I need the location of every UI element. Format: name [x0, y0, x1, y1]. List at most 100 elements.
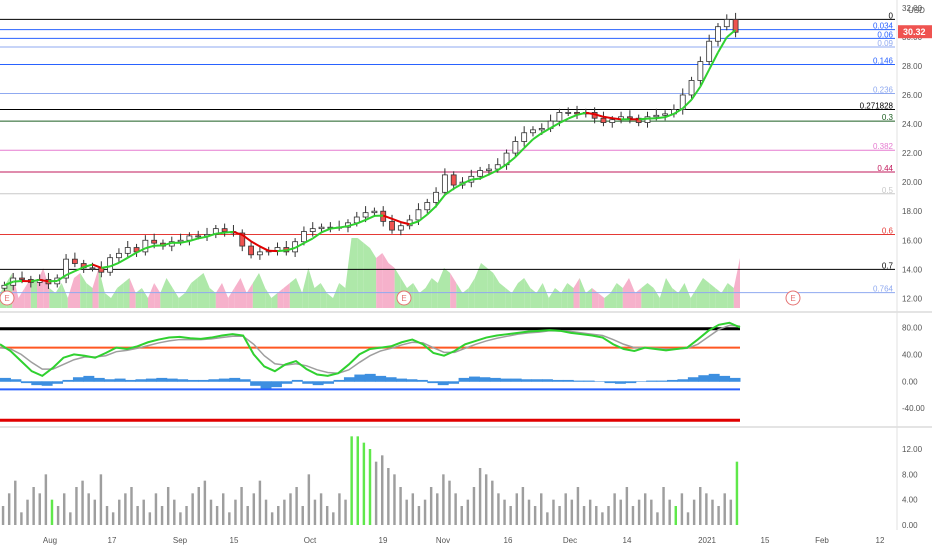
- candle[interactable]: [274, 242, 281, 256]
- price-tick-label: 24.00: [902, 120, 923, 129]
- candle[interactable]: [116, 248, 122, 263]
- volume-bar: [44, 474, 48, 525]
- histogram-bar: [677, 379, 689, 382]
- candle[interactable]: [626, 110, 633, 124]
- candle[interactable]: [371, 207, 378, 217]
- volume-tick-label: 12.00: [902, 445, 923, 454]
- volume-bar: [246, 506, 249, 525]
- histogram-bar: [698, 375, 710, 382]
- candle[interactable]: [635, 114, 642, 127]
- volume-bar: [154, 493, 158, 525]
- volume-area-segment: [49, 288, 56, 308]
- candle[interactable]: [424, 198, 431, 214]
- volume-bar: [264, 499, 268, 525]
- volume-area-segment: [74, 273, 81, 308]
- volume-bar: [460, 506, 463, 525]
- volume-area-segment: [530, 288, 537, 308]
- candle[interactable]: [336, 220, 343, 231]
- histogram-bar: [614, 381, 626, 384]
- candle[interactable]: [133, 243, 140, 257]
- candle[interactable]: [433, 187, 439, 208]
- volume-bar: [387, 468, 390, 525]
- candle[interactable]: [248, 240, 254, 259]
- volume-bar: [448, 480, 451, 525]
- histogram-bar: [20, 381, 32, 384]
- volume-area-segment: [721, 283, 728, 308]
- candle[interactable]: [521, 126, 528, 147]
- candle[interactable]: [600, 111, 607, 127]
- candle[interactable]: [142, 235, 149, 256]
- volume-bar: [625, 487, 629, 525]
- volume-area-segment: [635, 288, 642, 308]
- ma-segment: [471, 177, 481, 181]
- candle[interactable]: [715, 23, 721, 47]
- volume-area-segment: [561, 283, 568, 308]
- candle[interactable]: [221, 223, 228, 237]
- histogram-bar: [406, 379, 418, 382]
- candle[interactable]: [450, 171, 457, 191]
- earnings-marker[interactable]: E: [785, 290, 801, 306]
- candle[interactable]: [688, 76, 695, 99]
- volume-area-segment: [252, 273, 259, 308]
- volume-pane[interactable]: 12.00 8.00 4.00 0.00: [1, 436, 923, 530]
- candle[interactable]: [397, 222, 404, 236]
- histogram-bar: [187, 379, 199, 382]
- candle-body: [142, 239, 149, 253]
- volume-area-segment: [382, 253, 389, 308]
- price-tick-label: 26.00: [902, 91, 923, 100]
- candle[interactable]: [512, 136, 519, 157]
- candle[interactable]: [124, 240, 131, 257]
- candle[interactable]: [574, 105, 580, 119]
- histogram-bar: [531, 379, 543, 382]
- candle[interactable]: [309, 222, 316, 237]
- volume-bar: [105, 506, 109, 525]
- candle[interactable]: [283, 240, 290, 256]
- candle[interactable]: [406, 214, 413, 230]
- candle[interactable]: [503, 149, 510, 170]
- candle[interactable]: [327, 222, 334, 233]
- candle[interactable]: [89, 262, 96, 272]
- volume-area-segment: [444, 268, 451, 308]
- histogram-bar: [729, 377, 741, 382]
- candle[interactable]: [732, 12, 739, 38]
- earnings-marker[interactable]: E: [0, 290, 15, 306]
- volume-area-segment: [246, 283, 253, 308]
- candle[interactable]: [706, 34, 713, 66]
- candle[interactable]: [239, 229, 246, 252]
- volume-area-segment: [474, 263, 481, 308]
- candle-body: [521, 132, 528, 142]
- time-tick-label: 15: [230, 536, 239, 545]
- candle[interactable]: [441, 168, 448, 196]
- histogram-bar: [72, 377, 84, 382]
- candle[interactable]: [63, 254, 69, 284]
- ma-segment: [330, 226, 340, 230]
- candle[interactable]: [565, 107, 572, 117]
- price-tick-label: 32.00: [902, 4, 923, 13]
- candle[interactable]: [530, 126, 536, 137]
- candle[interactable]: [318, 223, 325, 233]
- ma-segment: [594, 113, 604, 118]
- candle[interactable]: [697, 56, 704, 86]
- volume-bar: [582, 506, 586, 525]
- volume-bar: [692, 499, 696, 525]
- volume-bar: [313, 499, 317, 525]
- ma-segment: [286, 246, 296, 252]
- candle[interactable]: [71, 252, 78, 268]
- candle[interactable]: [212, 225, 219, 239]
- volume-area-segment: [55, 283, 62, 308]
- oscillator-tick-label: 40.00: [902, 350, 923, 359]
- candle[interactable]: [204, 227, 210, 241]
- oscillator-pane[interactable]: 80.00 40.00 0.00 -40.00: [0, 321, 925, 422]
- candle-body: [63, 258, 69, 279]
- volume-area-segment: [487, 268, 494, 308]
- histogram-bar: [323, 381, 335, 384]
- candle[interactable]: [256, 245, 263, 260]
- volume-bar: [619, 499, 622, 525]
- candle[interactable]: [723, 14, 730, 31]
- earnings-marker[interactable]: E: [396, 290, 412, 306]
- candle[interactable]: [662, 110, 669, 121]
- ma-segment: [109, 261, 120, 268]
